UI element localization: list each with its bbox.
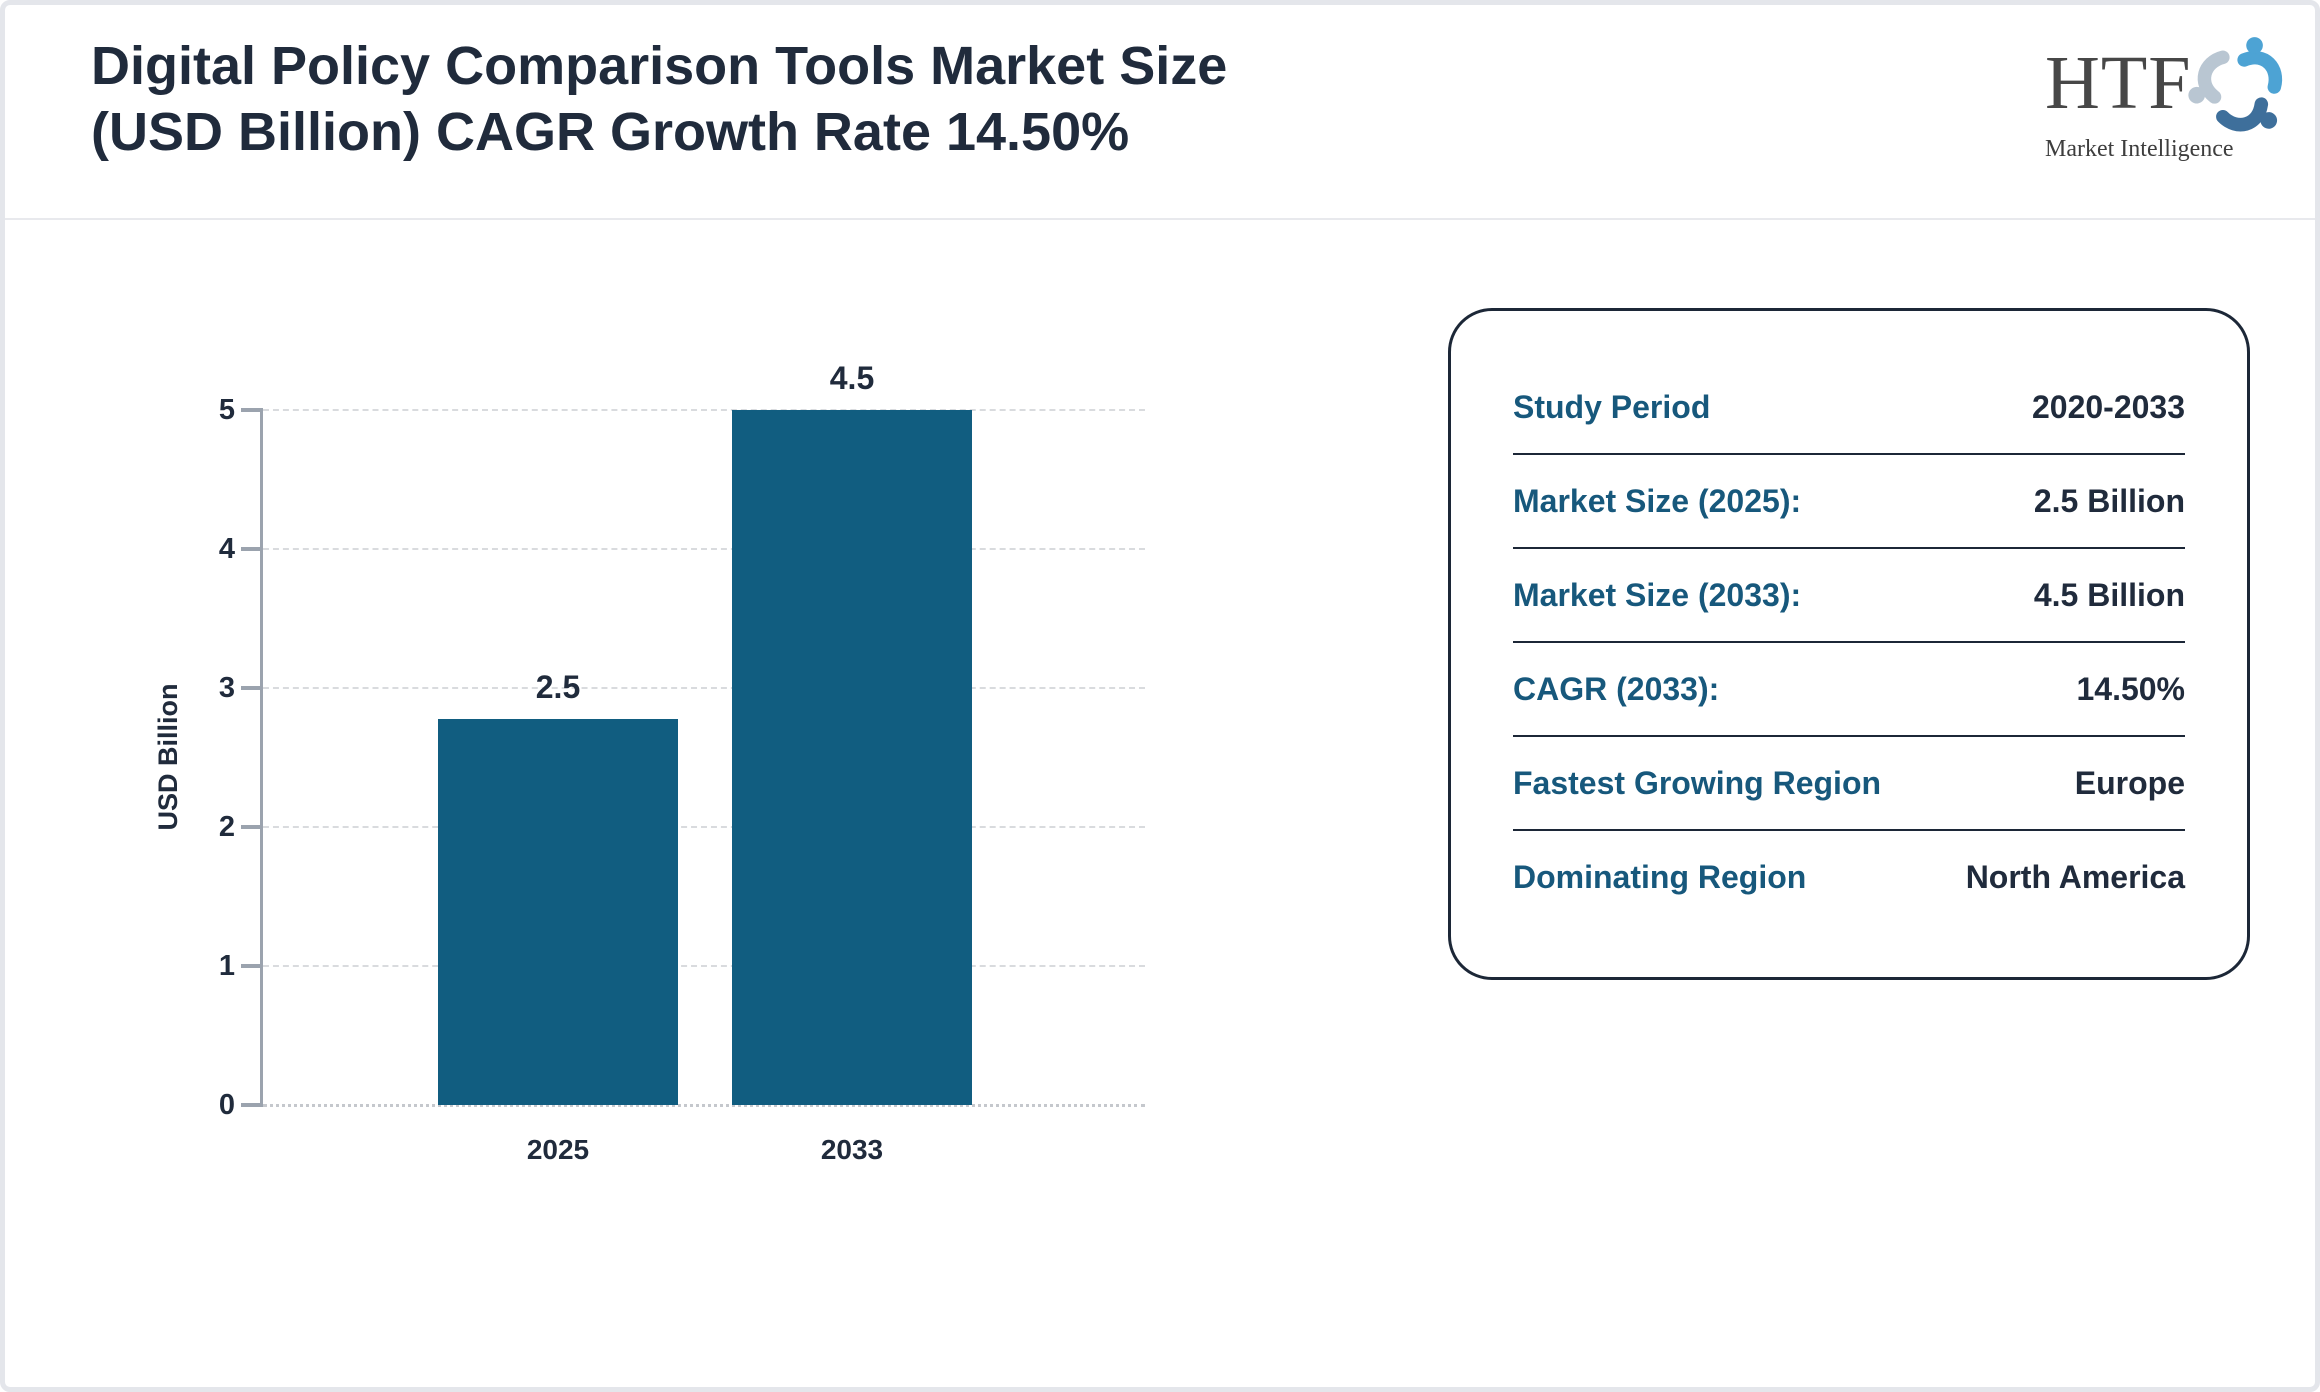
info-row: CAGR (2033): 14.50%: [1513, 643, 2185, 737]
y-axis-line: [260, 408, 263, 1107]
info-label: Fastest Growing Region: [1513, 764, 1882, 801]
info-row: Study Period 2020-2033: [1513, 361, 2185, 455]
info-label: Market Size (2025):: [1513, 482, 1802, 519]
gridline-5: [263, 409, 1145, 411]
info-value: Europe: [2074, 764, 2185, 801]
x-category-label-2025: 2025: [526, 1134, 590, 1165]
bar-value-label-2033: 4.5: [829, 360, 875, 396]
htf-logo-row: HTF: [2045, 31, 2282, 144]
gridline-4: [263, 548, 1145, 550]
header-divider: [5, 218, 2315, 220]
people-swirl-icon: [2187, 35, 2292, 144]
gridline-1: [263, 965, 1145, 967]
y-tick-1: [241, 964, 263, 968]
bar-2025: [438, 719, 678, 1105]
bar-value-label-2025: 2.5: [535, 669, 581, 705]
gridline-2: [263, 826, 1145, 828]
htf-logo-text: HTF: [2045, 41, 2192, 125]
page-title-line1: Digital Policy Comparison Tools Market S…: [91, 36, 1228, 96]
y-tick-4: [241, 547, 263, 551]
y-tick-5: [241, 408, 263, 412]
info-value: 2.5 Billion: [2033, 482, 2185, 519]
x-axis-baseline: [263, 1104, 1145, 1107]
info-row: Dominating Region North America: [1513, 831, 2185, 923]
info-value: 4.5 Billion: [2033, 576, 2185, 613]
y-tick-label-2: 2: [218, 811, 235, 843]
y-tick-2: [241, 825, 263, 829]
info-row: Market Size (2033): 4.5 Billion: [1513, 549, 2185, 643]
info-row: Market Size (2025): 2.5 Billion: [1513, 455, 2185, 549]
info-label: CAGR (2033):: [1513, 670, 1720, 707]
info-label: Study Period: [1513, 388, 1711, 425]
page-title: Digital Policy Comparison Tools Market S…: [91, 33, 1227, 165]
y-tick-label-0: 0: [218, 1089, 235, 1121]
info-value: 2020-2033: [2031, 388, 2185, 425]
y-tick-label-5: 5: [218, 394, 235, 426]
htf-logo: HTF: [2045, 31, 2282, 163]
y-tick-0: [241, 1103, 263, 1107]
y-axis-label: USD Billion: [153, 683, 183, 831]
y-tick-label-3: 3: [218, 672, 235, 704]
htf-logo-subtext: Market Intelligence: [2045, 136, 2234, 162]
info-label: Market Size (2033):: [1513, 576, 1802, 613]
y-tick-label-1: 1: [218, 950, 235, 982]
page-title-line2: (USD Billion) CAGR Growth Rate 14.50%: [91, 102, 1130, 162]
info-value: 14.50%: [2076, 670, 2185, 707]
info-value: North America: [1965, 858, 2185, 895]
gridline-3: [263, 687, 1145, 689]
x-category-label-2033: 2033: [820, 1134, 884, 1165]
y-tick-3: [241, 686, 263, 690]
y-tick-label-4: 4: [218, 533, 235, 565]
info-row: Fastest Growing Region Europe: [1513, 737, 2185, 831]
bar-2033: [732, 410, 972, 1105]
info-label: Dominating Region: [1513, 858, 1807, 895]
info-card: Study Period 2020-2033 Market Size (2025):…: [1448, 308, 2250, 980]
